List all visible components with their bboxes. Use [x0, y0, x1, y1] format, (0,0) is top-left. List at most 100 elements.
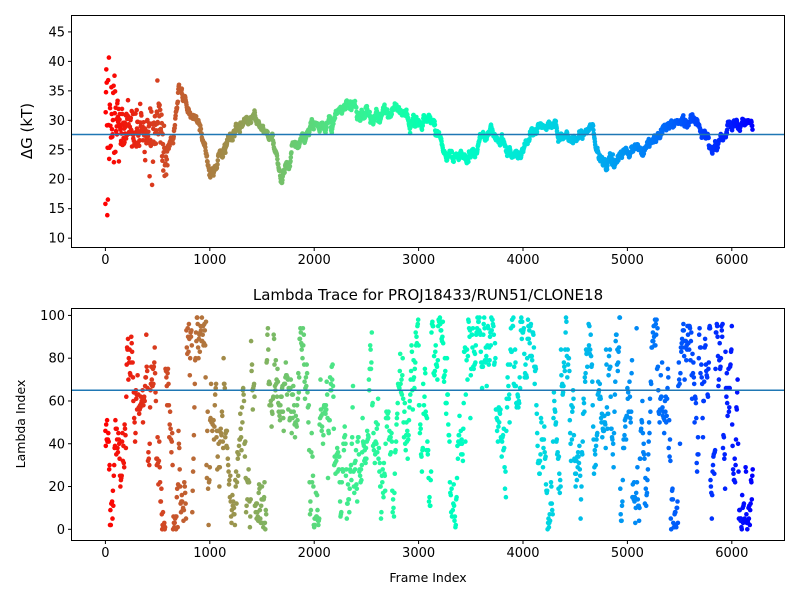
lambda-point [451, 503, 457, 509]
lambda-point [122, 426, 128, 432]
lambda-point [727, 385, 732, 391]
lambda-point [403, 447, 409, 453]
lambda-point [620, 477, 626, 483]
lambda-point [417, 403, 422, 408]
lambda-point [146, 450, 151, 455]
lambda-point [265, 332, 270, 338]
lambda-point [618, 512, 623, 517]
dg-point [154, 110, 160, 116]
lambda-point [465, 377, 470, 382]
lambda-point [661, 430, 667, 436]
lambda-point [589, 362, 595, 367]
lambda-point [225, 445, 230, 451]
lambda-point [610, 441, 616, 447]
lambda-point [135, 373, 140, 378]
lambda-point [741, 501, 747, 506]
lambda-point [701, 398, 707, 404]
lambda-point [675, 499, 680, 504]
lambda-point [375, 422, 381, 427]
lambda-point [665, 385, 670, 391]
lambda-point [516, 405, 521, 410]
lambda-point [446, 432, 452, 438]
lambda-point [487, 334, 493, 340]
lambda-point [433, 349, 438, 355]
lambda-point [165, 366, 171, 372]
dg-point [205, 159, 210, 164]
dg-point [155, 121, 161, 126]
lambda-point [239, 405, 245, 410]
dg-point [223, 150, 228, 155]
lambda-point [177, 467, 182, 472]
lambda-point [449, 486, 454, 492]
lambda-point [344, 467, 349, 472]
lambda-point [116, 430, 121, 436]
lambda-point [645, 467, 651, 472]
lambda-point [119, 473, 124, 479]
lambda-point [698, 370, 703, 376]
lambda-point [370, 400, 376, 406]
lambda-point [390, 497, 396, 502]
lambda-point [269, 424, 274, 429]
lambda-point [745, 527, 750, 532]
lambda-point [335, 450, 341, 455]
lambda-point [383, 441, 388, 447]
lambda-point [468, 373, 474, 378]
lambda-point [217, 465, 223, 470]
dg-point [160, 158, 165, 164]
lambda-point [653, 343, 658, 348]
dg-point [157, 107, 163, 113]
dg-point [332, 115, 338, 121]
lambda-point [278, 403, 283, 408]
lambda-point [527, 328, 532, 333]
lambda-point [687, 326, 693, 331]
dg-point [122, 139, 127, 145]
lambda-point [242, 454, 248, 459]
lambda-point [289, 430, 295, 436]
lambda-point [513, 360, 518, 365]
lambda-point [181, 507, 187, 513]
lambda-point [389, 430, 394, 436]
lambda-point [502, 465, 507, 470]
dg-point [163, 172, 169, 177]
dg-point [215, 162, 220, 167]
lambda-point [391, 514, 397, 519]
dg-point [311, 126, 317, 132]
dg-point [198, 126, 204, 132]
lambda-point [598, 396, 603, 402]
lambda-point [411, 375, 417, 380]
lambda-point [187, 373, 193, 378]
lambda-point [643, 503, 649, 509]
lambda-point [295, 417, 300, 423]
lambda-point [218, 426, 223, 432]
lambda-point [243, 509, 249, 515]
lambda-point [532, 381, 537, 387]
lambda-point [239, 447, 244, 453]
lambda-point [424, 415, 430, 421]
lambda-point [502, 486, 508, 492]
dg-point [204, 153, 210, 159]
lambda-point [504, 428, 509, 434]
lambda-point [612, 409, 617, 415]
lambda-point [686, 347, 692, 352]
lambda-point [625, 385, 630, 391]
lambda-point [371, 430, 376, 436]
lambda-point [433, 343, 439, 348]
lambda-point [259, 484, 265, 489]
lambda-x-tick-label: 2000 [298, 546, 331, 561]
lambda-point [186, 321, 192, 327]
lambda-point [722, 452, 727, 457]
lambda-point [266, 347, 271, 352]
lambda-point [667, 437, 673, 442]
dg-point [604, 167, 610, 172]
dg-point [451, 159, 457, 165]
lambda-point [646, 452, 651, 457]
lambda-point [666, 417, 672, 423]
lambda-point [314, 492, 320, 498]
lambda-point [394, 415, 400, 421]
lambda-point [257, 507, 263, 513]
lambda-point [534, 411, 540, 417]
lambda-point [281, 428, 287, 434]
lambda-point [358, 467, 364, 472]
lambda-point [677, 441, 683, 447]
lambda-y-tick-label: 0 [57, 523, 65, 538]
